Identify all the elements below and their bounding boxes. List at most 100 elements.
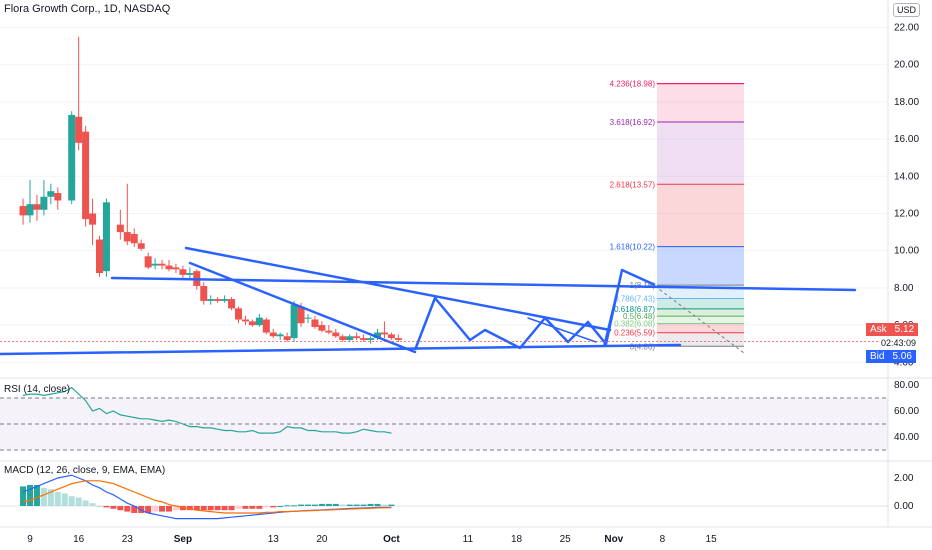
fib-level-label: 0.382(6.08) [614, 320, 655, 329]
fib-zone [657, 308, 744, 317]
bid-tag: Bid 5.06 [866, 350, 916, 363]
candle-body [75, 116, 83, 143]
candle-body [269, 332, 277, 337]
fib-zone [657, 83, 744, 122]
candle-body [228, 299, 236, 309]
fib-level-label: 0.618(6.87) [614, 305, 655, 314]
candle-body [311, 319, 319, 327]
candle-body [54, 193, 62, 201]
candle-body [297, 306, 305, 324]
candle-body [123, 232, 131, 242]
candle-body [158, 263, 166, 266]
macd-histogram-bar [166, 506, 172, 512]
macd-histogram-bar [27, 485, 33, 506]
candle-body [207, 299, 215, 301]
candle-body [262, 319, 270, 333]
countdown-timer: 02:43:09 [879, 338, 919, 348]
candle-body [33, 204, 41, 210]
rsi-label[interactable]: RSI (14, close) [4, 384, 71, 395]
macd-histogram-bar [61, 493, 68, 506]
macd-histogram-bar [193, 506, 200, 511]
macd-histogram-bar [235, 506, 242, 509]
macd-histogram-bar [172, 506, 179, 511]
candle-body [19, 206, 27, 216]
macd-histogram-bar [332, 503, 339, 506]
macd-histogram-bar [47, 489, 54, 506]
candle-body [318, 325, 326, 331]
ask-tag: Ask 5.12 [866, 323, 919, 336]
ask-label: Ask [870, 324, 887, 335]
macd-histogram-bar [200, 506, 207, 511]
macd-histogram-bar [179, 506, 186, 511]
macd-signal-line [22, 480, 392, 514]
price-tick-label: 16.00 [894, 134, 919, 145]
time-tick-label: 23 [122, 534, 134, 545]
macd-histogram-bar [311, 504, 318, 506]
candle-body [172, 267, 180, 270]
macd-histogram-bar [367, 503, 374, 506]
candle-body [360, 338, 368, 340]
price-tick-label: 14.00 [894, 171, 919, 182]
macd-histogram-bar [152, 506, 159, 512]
rsi-tick-label: 80.00 [894, 380, 919, 391]
candle-body [276, 334, 284, 337]
fib-level-label: 0.5(6.48) [623, 312, 655, 321]
fib-level-label: 0(4.86) [630, 342, 656, 351]
macd-histogram-bar [75, 497, 82, 506]
time-tick-label: 11 [463, 534, 474, 545]
projection-leg [603, 269, 623, 346]
macd-histogram-bar [228, 506, 235, 511]
macd-histogram-bar [20, 486, 27, 506]
candle-body [137, 243, 145, 249]
macd-histogram-bar [159, 506, 166, 512]
chart-title: Flora Growth Corp., 1D, NASDAQ [4, 3, 171, 15]
candle-body [151, 263, 159, 266]
time-tick-label: 25 [560, 534, 572, 545]
macd-histogram-bar [82, 500, 89, 506]
fib-level-label: 2.618(13.57) [610, 180, 656, 189]
bid-label: Bid [870, 351, 885, 362]
fib-level-label: 1.618(10.22) [610, 243, 656, 252]
candle-body [26, 204, 34, 216]
macd-label[interactable]: MACD (12, 26, close, 9, EMA, EMA) [4, 465, 166, 476]
price-tick-label: 10.00 [894, 246, 919, 257]
candle-body [179, 269, 187, 275]
macd-histogram-bar [96, 506, 103, 507]
projection-zigzag [413, 268, 656, 351]
macd-histogram-bar [305, 504, 311, 506]
fib-zone [657, 246, 744, 286]
candle-body [339, 336, 347, 340]
macd-tick-label: 0.00 [894, 501, 914, 512]
support-line [0, 343, 682, 356]
currency-badge[interactable]: USD [892, 3, 920, 17]
fib-level-label: 4.236(18.98) [610, 80, 656, 89]
macd-histogram-bar [291, 505, 298, 507]
macd-histogram-bar [242, 506, 249, 509]
macd-histogram-bar [124, 506, 131, 512]
candle-body [165, 265, 173, 270]
candle-body [68, 114, 76, 201]
time-tick-label: 18 [511, 534, 523, 545]
candle-body [394, 338, 402, 340]
macd-histogram-bar [270, 506, 277, 508]
candle-body [116, 224, 124, 233]
time-tick-label: 13 [268, 534, 280, 545]
candle-body [255, 317, 263, 326]
price-tick-label: 20.00 [894, 60, 919, 71]
macd-histogram-bar [68, 496, 75, 506]
time-tick-label: Nov [604, 534, 623, 545]
macd-histogram-bar [263, 506, 270, 508]
candle-body [82, 131, 90, 220]
rsi-tick-label: 60.00 [894, 406, 919, 417]
candle-body [214, 299, 222, 301]
candle-body [40, 196, 48, 210]
candle-body [387, 334, 395, 339]
macd-histogram-bar [110, 506, 117, 509]
macd-histogram-bar [346, 504, 353, 506]
macd-histogram-bar [40, 487, 47, 506]
candle-body [47, 191, 55, 197]
candle-body [332, 332, 340, 337]
macd-histogram-bar [131, 506, 138, 513]
macd-histogram-bar [381, 504, 388, 506]
